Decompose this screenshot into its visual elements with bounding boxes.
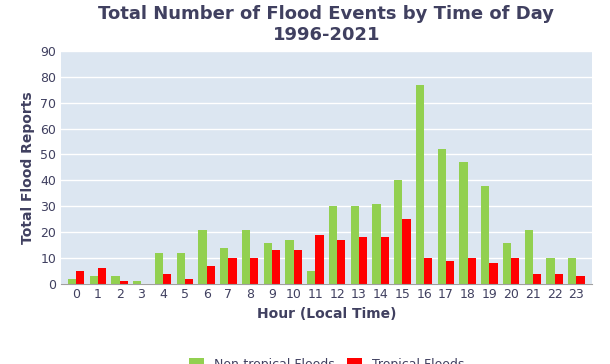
Bar (481, 186, 489, 284)
Bar (438, 149, 446, 284)
Bar (285, 240, 294, 284)
Bar (403, 219, 411, 284)
Bar (90, 276, 98, 284)
Bar (198, 230, 207, 284)
Bar (554, 274, 563, 284)
X-axis label: Hour (Local Time): Hour (Local Time) (257, 306, 396, 321)
Bar (68, 279, 76, 284)
Bar (459, 162, 468, 284)
Bar (381, 237, 389, 284)
Bar (155, 253, 163, 284)
Bar (120, 281, 128, 284)
Bar (112, 276, 120, 284)
Bar (359, 237, 367, 284)
Y-axis label: Total Flood Reports: Total Flood Reports (21, 91, 35, 244)
Bar (489, 263, 498, 284)
Bar (133, 281, 142, 284)
Bar (264, 242, 272, 284)
Bar (207, 266, 215, 284)
Bar (416, 84, 424, 284)
Bar (503, 242, 511, 284)
Bar (229, 258, 237, 284)
Bar (98, 268, 106, 284)
Bar (315, 235, 324, 284)
Bar (250, 258, 259, 284)
Bar (547, 258, 554, 284)
Bar (351, 206, 359, 284)
Bar (76, 271, 85, 284)
Bar (394, 181, 403, 284)
Bar (242, 230, 250, 284)
Bar (525, 230, 533, 284)
Bar (185, 279, 193, 284)
Bar (511, 258, 520, 284)
Bar (468, 258, 476, 284)
Bar (337, 240, 345, 284)
Bar (424, 258, 432, 284)
Bar (329, 206, 337, 284)
Bar (307, 271, 315, 284)
Bar (373, 204, 381, 284)
Bar (220, 248, 229, 284)
Bar (163, 274, 171, 284)
Title: Total Number of Flood Events by Time of Day
1996-2021: Total Number of Flood Events by Time of … (98, 5, 554, 44)
Bar (446, 261, 454, 284)
Bar (272, 250, 280, 284)
Legend: Non-tropical Floods, Tropical Floods: Non-tropical Floods, Tropical Floods (184, 352, 469, 364)
Bar (576, 276, 585, 284)
Bar (294, 250, 302, 284)
Bar (177, 253, 185, 284)
Bar (533, 274, 541, 284)
Bar (568, 258, 576, 284)
